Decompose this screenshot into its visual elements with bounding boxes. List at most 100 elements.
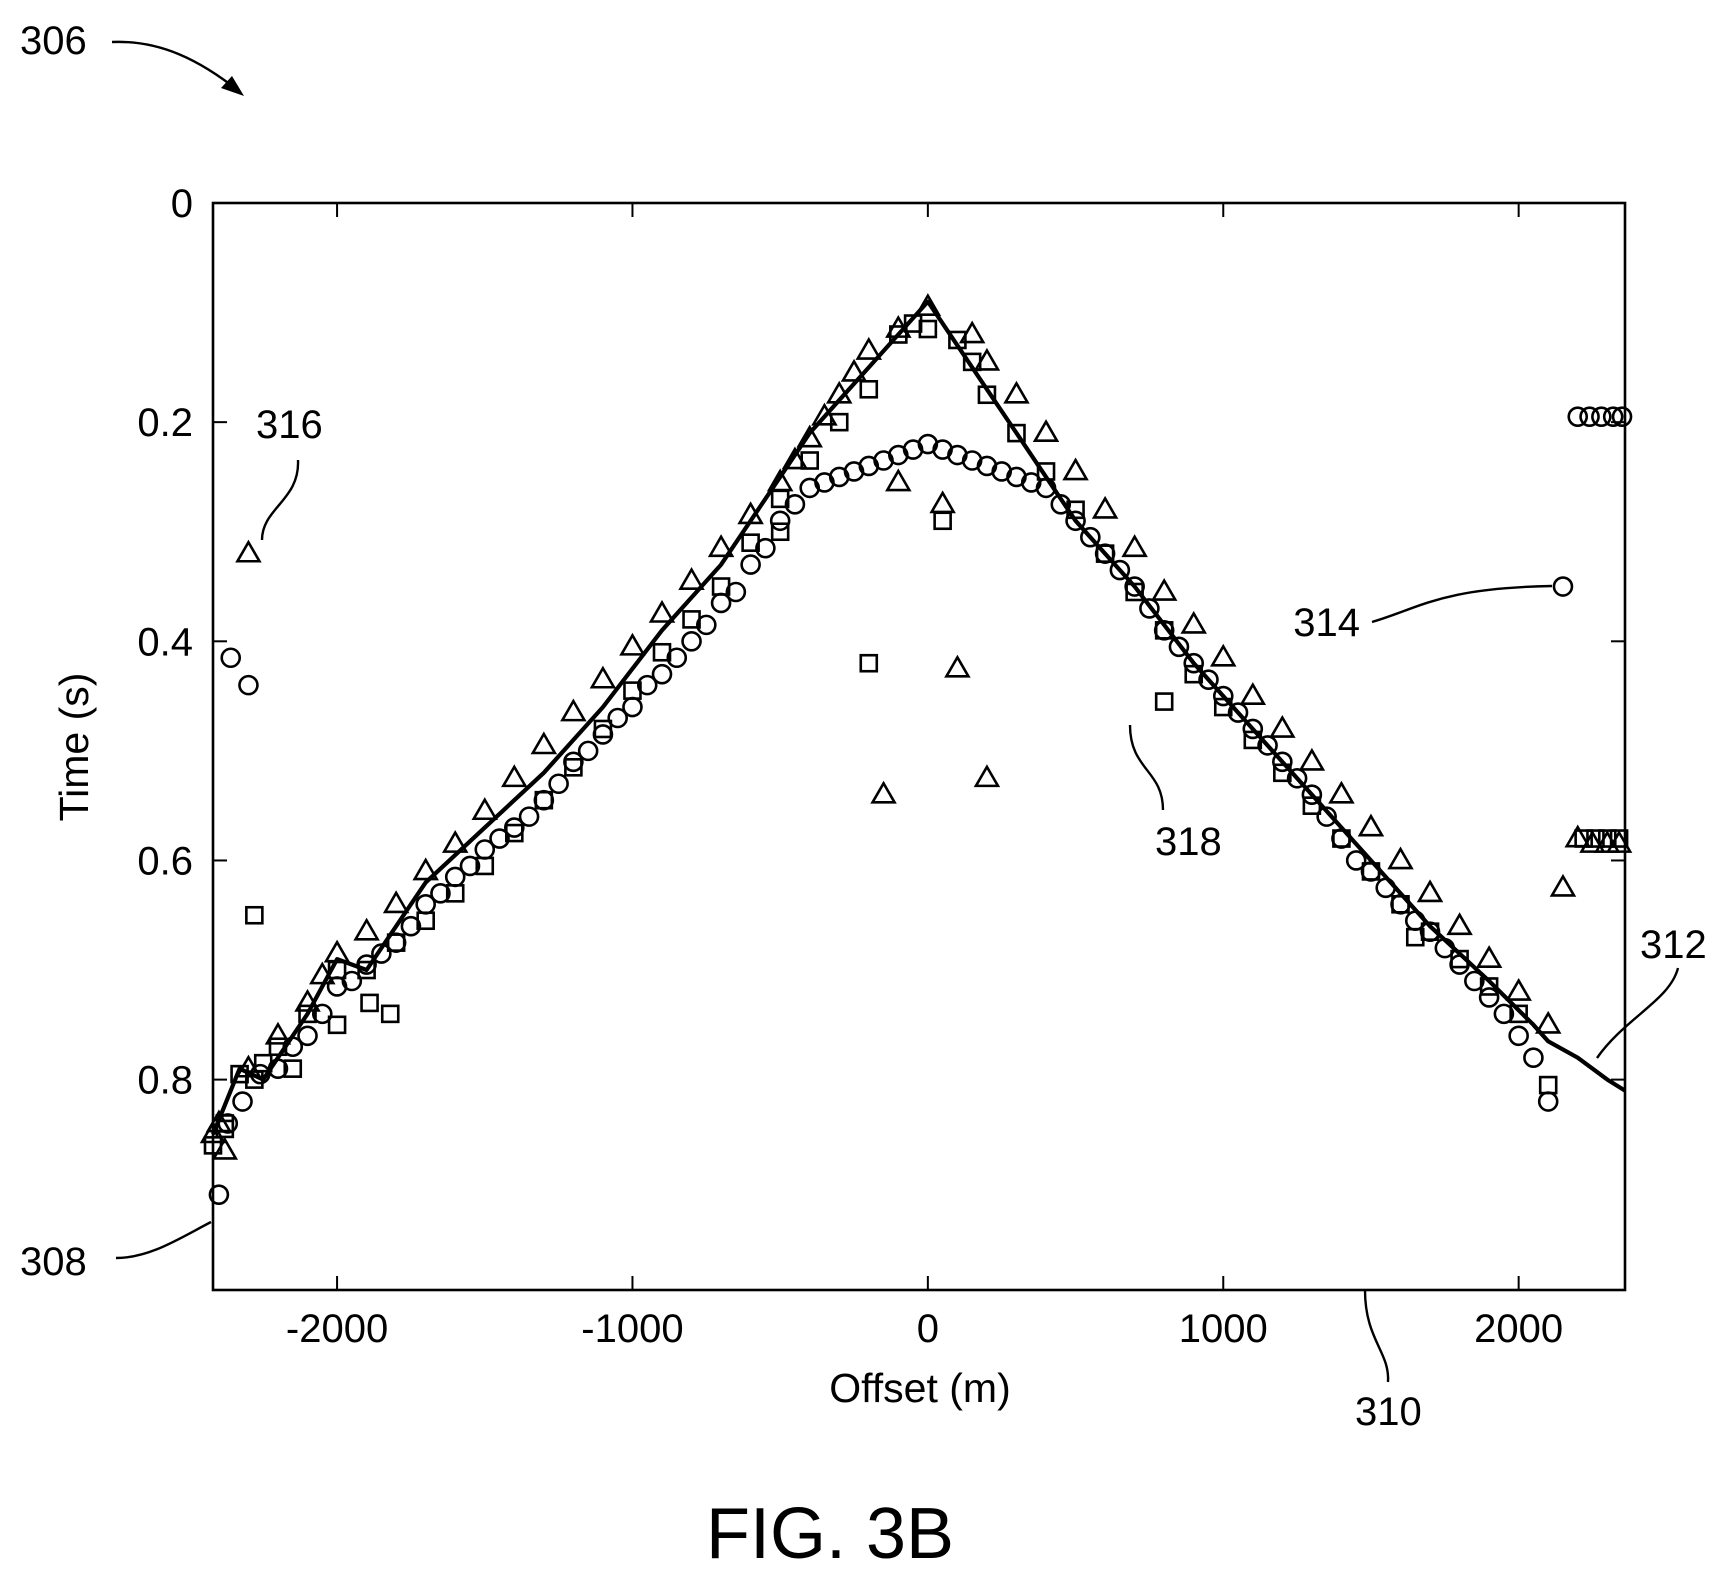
triangle-marker: [235, 539, 262, 563]
square-marker: [1243, 730, 1263, 750]
circle-marker: [1286, 767, 1308, 789]
circle-marker: [1331, 828, 1352, 849]
square-marker: [933, 511, 952, 531]
circle-marker: [1464, 970, 1485, 992]
circle-marker: [1375, 877, 1397, 899]
triangle-marker: [264, 1021, 292, 1045]
triangle-marker: [1032, 419, 1060, 443]
circle-marker: [1552, 576, 1574, 597]
square-series-reference-label: 318: [1155, 820, 1222, 864]
square-marker: [741, 533, 760, 552]
y-axis-leader: [115, 1220, 212, 1260]
circle-marker: [1050, 494, 1072, 515]
triangle-marker: [1062, 457, 1089, 481]
triangle-marker: [707, 534, 735, 558]
triangle-marker: [412, 857, 439, 881]
circle-marker: [548, 773, 569, 795]
circle-marker: [1272, 751, 1293, 773]
circle-marker: [232, 1091, 253, 1112]
x-axis-label: Offset (m): [829, 1365, 1010, 1411]
triangle-marker: [1446, 912, 1473, 936]
circle-marker: [371, 943, 392, 964]
square-marker: [475, 856, 495, 876]
triangle-marker: [929, 490, 956, 514]
square-marker: [380, 1004, 400, 1024]
square-marker: [770, 522, 790, 542]
circle-marker: [1567, 406, 1589, 427]
triangle-marker: [560, 698, 587, 722]
square-marker: [1184, 664, 1204, 684]
square-marker: [1095, 544, 1115, 563]
square-marker: [593, 719, 613, 739]
circle-marker: [696, 614, 717, 636]
triangle-marker: [619, 632, 646, 656]
triangle-series-leader: [260, 459, 300, 541]
circle-marker: [1080, 526, 1101, 548]
square-marker: [1574, 829, 1593, 848]
x-tick-label: 2000: [1474, 1307, 1563, 1351]
circle-marker: [297, 1025, 318, 1047]
square-marker: [1361, 862, 1381, 881]
square-marker: [1154, 621, 1174, 640]
circle-marker: [1390, 893, 1411, 915]
triangle-marker: [294, 988, 321, 1012]
square-marker: [889, 325, 908, 344]
circle-marker: [1198, 669, 1219, 690]
figure-reference-arrow: [111, 40, 241, 93]
circle-marker: [666, 647, 688, 669]
circle-marker: [1611, 406, 1633, 427]
triangle-marker: [1534, 1010, 1562, 1034]
circle-marker: [1109, 559, 1131, 581]
square-marker: [1509, 1004, 1528, 1024]
triangle-marker: [530, 731, 558, 755]
square-marker: [918, 319, 938, 339]
triangle-marker: [855, 336, 883, 360]
triangle-series-reference-label: 316: [256, 403, 323, 447]
figure-reference-label: 306: [20, 19, 87, 63]
y-axis-label: Time (s): [51, 673, 97, 822]
triangle-marker: [1505, 977, 1532, 1001]
square-marker: [1586, 829, 1605, 848]
circle-series-leader: [1371, 584, 1553, 624]
circle-marker: [740, 554, 761, 575]
circle-marker: [755, 537, 776, 559]
circle-marker: [238, 674, 259, 696]
triangle-marker: [737, 501, 764, 525]
triangle-marker: [973, 764, 1001, 788]
triangle-marker: [1003, 380, 1030, 404]
y-tick-label: 0.2: [137, 401, 193, 445]
square-marker: [245, 905, 264, 925]
square-marker: [1609, 829, 1629, 848]
triangle-marker: [1475, 945, 1503, 968]
triangle-marker: [211, 1136, 239, 1160]
square-marker: [1332, 829, 1351, 848]
circle-marker: [1508, 1025, 1529, 1047]
picked-curve-leader: [1596, 967, 1680, 1059]
square-marker: [1213, 697, 1233, 717]
circle-marker: [1183, 652, 1205, 674]
triangle-marker: [678, 567, 705, 590]
circle-marker: [1065, 510, 1086, 532]
plot-series: [199, 293, 1633, 1205]
triangle-marker: [1121, 534, 1148, 558]
triangle-marker: [914, 293, 942, 316]
circle-marker: [1316, 806, 1337, 827]
axis-ticks: [213, 202, 1625, 1290]
square-marker: [445, 884, 465, 903]
square-marker: [1154, 692, 1174, 711]
circle-marker: [622, 696, 643, 718]
square-marker: [298, 1004, 317, 1024]
triangle-marker: [353, 917, 380, 941]
triangle-marker: [1387, 846, 1414, 870]
square-marker: [977, 385, 997, 405]
triangle-marker: [1239, 682, 1267, 705]
triangle-marker: [840, 358, 868, 382]
circle-marker: [1493, 1003, 1515, 1025]
circle-marker: [208, 1184, 230, 1205]
triangle-marker: [648, 599, 676, 623]
square-marker: [1125, 582, 1144, 602]
square-marker: [268, 1037, 288, 1057]
triangle-marker: [825, 380, 853, 404]
square-marker: [1066, 500, 1085, 520]
square-marker: [1538, 1075, 1558, 1095]
